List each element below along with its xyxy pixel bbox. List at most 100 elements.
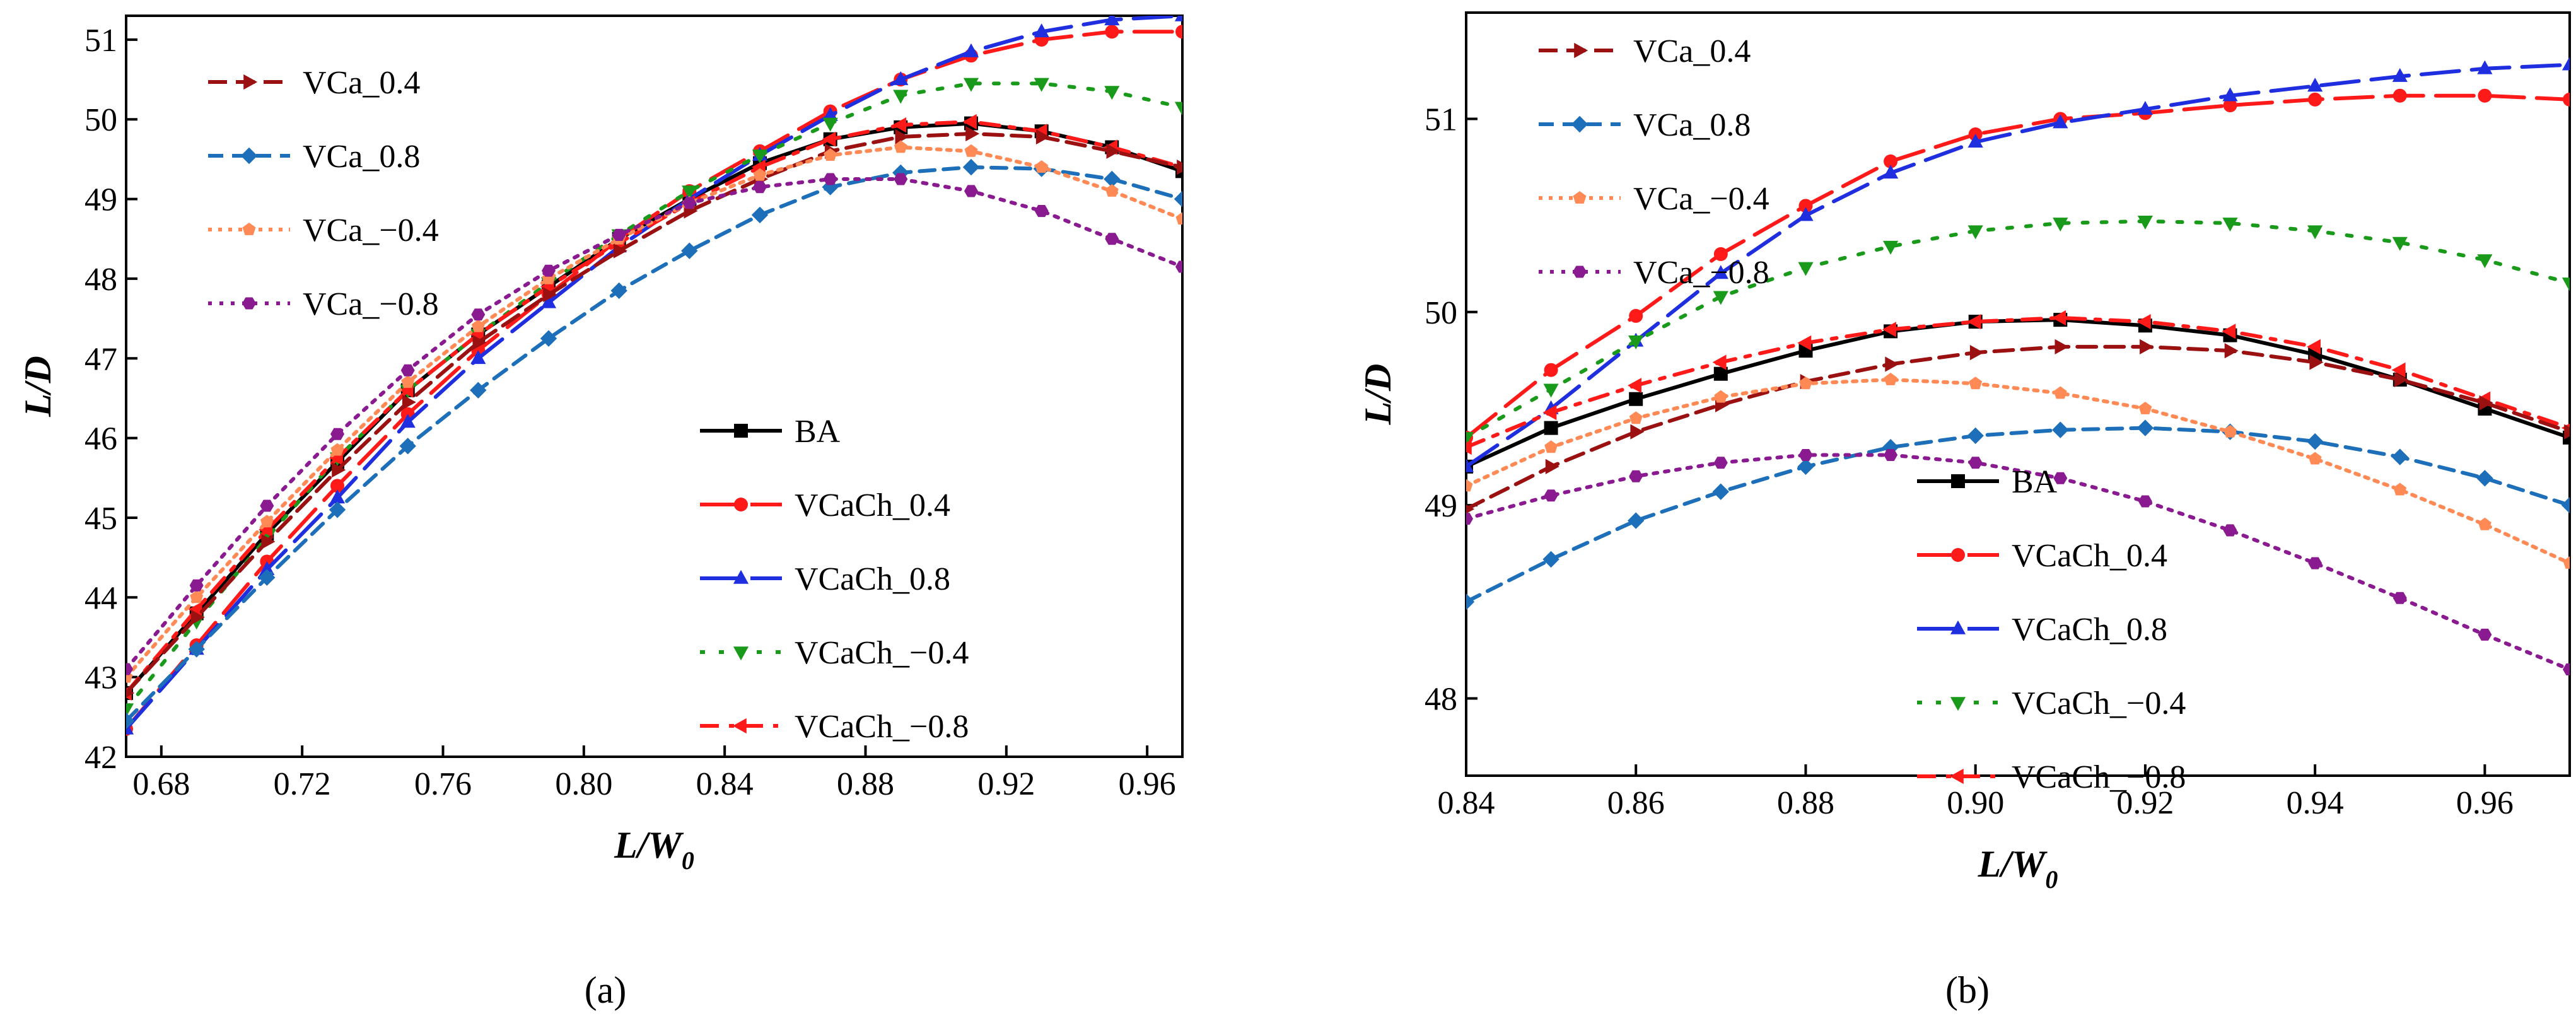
x-tick-label: 0.88 xyxy=(837,766,894,802)
data-point-vca-0-4 xyxy=(1545,458,1559,474)
series-vca-m0-8 xyxy=(126,173,1182,675)
y-tick-label: 50 xyxy=(1425,295,1457,331)
series-line-vca-0-4 xyxy=(1466,344,2570,511)
legend-label: VCaCh_−0.4 xyxy=(795,635,969,671)
legend-label: VCa_0.4 xyxy=(303,65,420,101)
data-point-vca-0-8 xyxy=(2561,496,2570,514)
legend-top-left: VCa_0.4 VCa_0.8 VCa_−0.4 VCa_−0.8 xyxy=(1539,33,1769,291)
data-point-vca-0-4 xyxy=(543,287,557,303)
legend-marker xyxy=(734,424,748,438)
plot-area xyxy=(1466,56,2570,675)
data-point-vca-0-8 xyxy=(1174,190,1182,207)
series-line-vcach-m0-8 xyxy=(126,119,1182,695)
data-point-vca-m0-8 xyxy=(2392,592,2407,604)
data-point-vcach-0-4 xyxy=(1713,247,1728,261)
legend-label: VCaCh_0.8 xyxy=(2012,612,2167,648)
legend-marker xyxy=(1950,620,1966,634)
series-line-vcach-m0-8 xyxy=(1466,315,2570,450)
data-point-vcach-0-8 xyxy=(2053,114,2068,129)
data-point-vca-m0-8 xyxy=(330,428,344,440)
data-point-vca-0-4 xyxy=(402,394,416,410)
series-vca-m0-8 xyxy=(1466,449,2570,675)
data-point-vcach-m0-8 xyxy=(2052,310,2066,326)
y-tick-label: 48 xyxy=(85,262,117,298)
y-tick-label: 48 xyxy=(1425,681,1457,717)
data-point-vca-0-4 xyxy=(2054,339,2069,354)
data-point-vca-0-4 xyxy=(261,534,276,549)
data-point-vca-0-4 xyxy=(1106,143,1121,159)
data-point-vcach-m0-8 xyxy=(1882,322,1896,337)
legend-marker xyxy=(1950,697,1966,711)
data-point-vcach-0-8 xyxy=(1798,207,1814,221)
series-line-vca-m0-8 xyxy=(126,177,1182,671)
x-tick-label: 0.92 xyxy=(977,766,1035,802)
y-axis-title: L/D xyxy=(1357,364,1399,426)
data-point-vcach-m0-8 xyxy=(1542,405,1557,421)
y-tick-label: 51 xyxy=(85,23,117,59)
data-point-vca-0-8 xyxy=(1466,593,1475,610)
data-point-vcach-0-8 xyxy=(2392,67,2408,82)
data-point-vcach-0-4 xyxy=(2392,88,2407,103)
data-point-vca-0-8 xyxy=(751,206,769,224)
data-point-vca-m0-4 xyxy=(2053,386,2067,399)
data-point-vca-0-8 xyxy=(2476,470,2493,487)
data-point-vcach-m0-4 xyxy=(1543,383,1559,398)
data-point-vcach-m0-4 xyxy=(1883,240,1899,255)
data-point-vca-m0-8 xyxy=(1175,260,1182,273)
data-point-vca-m0-8 xyxy=(894,173,908,185)
data-point-vca-0-4 xyxy=(332,462,346,478)
series-vca-m0-4 xyxy=(1466,373,2570,569)
data-point-vcach-0-8 xyxy=(1466,458,1474,472)
legend-marker xyxy=(1571,115,1588,133)
series-line-vcach-0-4 xyxy=(126,30,1182,731)
data-point-vca-m0-8 xyxy=(1713,457,1728,469)
data-point-vca-0-8 xyxy=(962,158,980,176)
data-point-vcach-m0-4 xyxy=(1713,291,1728,305)
data-point-ba xyxy=(1544,421,1558,435)
legend-label: VCa_0.8 xyxy=(1633,107,1751,143)
data-point-vcach-0-8 xyxy=(2561,56,2570,71)
data-point-vca-m0-8 xyxy=(2563,663,2570,675)
series-vca-0-4 xyxy=(126,125,1182,698)
legend-marker xyxy=(242,297,256,310)
data-point-vca-m0-4 xyxy=(1175,212,1182,225)
data-point-vca-0-8 xyxy=(610,282,627,300)
data-point-vcach-0-8 xyxy=(2137,101,2153,115)
legend-marker xyxy=(1949,768,1964,785)
data-point-vca-m0-8 xyxy=(1544,489,1558,502)
data-point-vcach-0-4 xyxy=(1175,25,1182,39)
y-tick-label: 49 xyxy=(1425,488,1457,524)
data-point-vca-m0-4 xyxy=(753,168,767,181)
data-point-vca-0-8 xyxy=(681,242,698,259)
series-vcach-0-8 xyxy=(126,16,1182,735)
y-tick-label: 47 xyxy=(85,341,117,377)
x-tick-label: 0.90 xyxy=(1947,785,2004,821)
data-point-vcach-m0-4 xyxy=(682,185,697,200)
legend-marker xyxy=(734,498,748,511)
data-point-vca-0-8 xyxy=(470,382,487,399)
data-point-vcach-m0-8 xyxy=(2136,314,2151,330)
x-tick-label: 0.92 xyxy=(2116,785,2174,821)
data-point-vca-0-8 xyxy=(1628,512,1645,529)
data-point-vca-0-8 xyxy=(1104,170,1121,188)
x-axis-title: L/W0 xyxy=(1978,843,2058,894)
data-point-vca-m0-8 xyxy=(753,181,767,194)
x-tick-label: 0.68 xyxy=(132,766,190,802)
data-point-vca-m0-8 xyxy=(126,663,133,675)
data-point-vca-0-8 xyxy=(329,501,346,518)
legend-bottom-center: BA VCaCh_0.4 VCaCh_0.8 VCaCh_−0.4 VCaCh_−0.8 xyxy=(1917,464,2186,795)
data-point-vcach-0-4 xyxy=(1884,154,1898,168)
data-point-vca-m0-8 xyxy=(2223,524,2237,537)
series-line-vca-0-4 xyxy=(126,131,1182,695)
data-point-vca-m0-8 xyxy=(2053,472,2068,484)
y-tick-label: 51 xyxy=(1425,102,1457,137)
data-point-vca-m0-4 xyxy=(824,148,837,161)
data-point-vcach-0-8 xyxy=(893,71,909,85)
panel-label-b: (b) xyxy=(1945,969,1990,1011)
data-point-vcach-m0-4 xyxy=(2561,277,2570,292)
x-tick-label: 0.96 xyxy=(2456,785,2514,821)
data-point-vca-m0-4 xyxy=(1466,479,1473,492)
data-point-vca-0-8 xyxy=(2136,419,2154,436)
data-point-vca-m0-4 xyxy=(471,319,485,332)
legend-label: VCa_0.4 xyxy=(1633,33,1751,69)
